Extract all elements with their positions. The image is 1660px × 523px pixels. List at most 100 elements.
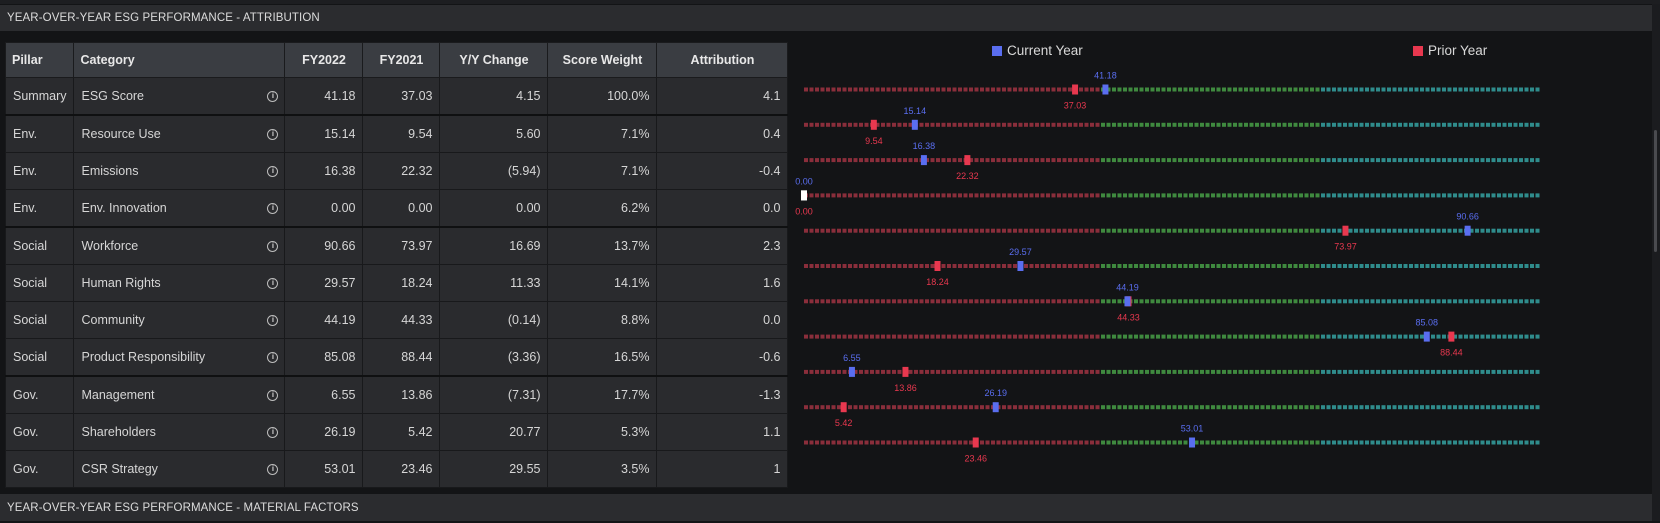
track-segment [1271,122,1276,127]
table-row[interactable]: Social Product Responsibility i 85.08 88.44(… [4,338,789,377]
track-segment [820,87,825,92]
track-segment [1255,299,1259,304]
table-row[interactable]: Gov. CSR Strategy i 53.01 23.46 29.55 3.5% 1 [4,450,789,488]
prior-year-marker[interactable] [870,119,877,130]
track-segment [1354,264,1358,268]
prior-year-marker[interactable] [1072,84,1079,95]
track-segment [1018,193,1023,198]
prior-year-marker[interactable] [1342,225,1349,236]
track-segment [1123,158,1127,163]
current-year-marker[interactable] [848,366,855,377]
track-segment [1370,334,1375,339]
current-year-marker[interactable] [1102,84,1109,95]
track-segment [1343,334,1347,339]
track-segment [1178,264,1182,268]
info-icon[interactable]: i [267,202,279,214]
attribution-section-header[interactable]: YEAR-OVER-YEAR ESG PERFORMANCE - ATTRIBU… [0,5,1652,31]
table-row[interactable]: Social Human Rights i 29.57 18.24 11.33 14.1% 1… [4,264,789,302]
track-segment [958,87,962,92]
track-segment [804,264,808,268]
table-row[interactable]: Env. Resource Use i 15.14 9.54 5.60 7.1% 0.4 [4,114,789,153]
legend-prior-year[interactable]: Prior Year [1413,43,1487,58]
track-segment [1211,334,1215,339]
track-segment [1299,369,1303,374]
prior-year-marker[interactable] [934,261,941,271]
current-year-marker[interactable] [1423,331,1430,342]
info-icon[interactable]: i [267,277,279,289]
header-fy2021[interactable]: FY2021 [362,42,441,78]
current-year-marker[interactable] [801,190,807,201]
track-segment [1392,405,1397,410]
track-segment [1348,369,1353,374]
track-segment [974,334,979,339]
prior-year-marker[interactable] [964,155,971,166]
info-icon[interactable]: i [267,426,279,438]
track-segment [1194,405,1199,410]
header-fy2022[interactable]: FY2022 [284,42,364,78]
track-segment [1491,122,1496,127]
track-segment [1403,440,1408,445]
info-icon[interactable]: i [267,351,279,363]
table-row[interactable]: Summary ESG Score i 41.18 37.03 4.15 100.0% 4.1 [4,77,789,116]
info-icon[interactable]: i [267,314,279,326]
track-segment [980,264,984,268]
table-row[interactable]: Social Workforce i 90.66 73.97 16.69 13.7% 2.3 [4,226,789,265]
info-icon[interactable]: i [267,240,279,252]
yy-change-cell: 0.00 [439,189,549,228]
header-yy-change[interactable]: Y/Y Change [439,42,549,78]
current-year-marker[interactable] [920,155,927,166]
track-segment [1354,87,1358,92]
info-icon[interactable]: i [267,90,279,102]
track-segment [952,122,957,127]
legend-current-year[interactable]: Current Year [992,43,1083,58]
header-score-weight[interactable]: Score Weight [547,42,658,78]
track-segment [1227,334,1232,339]
track-segment [1299,228,1303,233]
scrollbar-thumb[interactable] [1654,130,1657,252]
prior-year-marker[interactable] [1448,331,1455,342]
track-segment [996,440,1001,445]
track-segment [1200,334,1204,339]
track-segment [1486,264,1490,268]
header-category[interactable]: Category [73,42,286,78]
track-segment [1271,158,1276,163]
vertical-scrollbar[interactable] [1652,4,1660,521]
current-year-marker[interactable] [992,402,999,413]
info-icon[interactable]: i [267,463,279,475]
track-segment [908,369,913,374]
info-icon[interactable]: i [267,165,279,177]
current-year-marker[interactable] [1017,261,1024,271]
track-segment [914,334,918,339]
table-row[interactable]: Env. Env. Innovation i 0.00 0.00 0.00 6.2% 0.0 [4,189,789,228]
track-segment [1530,228,1534,233]
track-segment [1315,228,1320,233]
prior-year-marker[interactable] [902,366,909,377]
info-icon[interactable]: i [267,128,279,140]
table-row[interactable]: Env. Emissions i 16.38 22.32 (5.94) 7.1% -0.4 [4,152,789,190]
info-icon[interactable]: i [267,389,279,401]
track-segment [870,299,874,304]
current-year-marker[interactable] [911,119,918,130]
prior-year-marker[interactable] [972,437,979,448]
material-factors-section-header[interactable]: YEAR-OVER-YEAR ESG PERFORMANCE - MATERIA… [0,494,1652,521]
track-segment [1090,369,1094,374]
track-segment [941,228,946,233]
track-segment [1398,405,1402,410]
current-year-marker[interactable] [1124,296,1131,307]
track-segment [1046,264,1050,268]
track-segment [881,158,885,163]
track-segment [1222,122,1226,127]
track-segment [1376,405,1380,410]
track-segment [963,334,968,339]
table-row[interactable]: Social Community i 44.19 44.33 (0.14) 8.8% 0.0 [4,301,789,339]
current-year-marker[interactable] [1189,437,1196,448]
current-year-label: 85.08 [1416,318,1439,328]
prior-year-marker[interactable] [840,402,847,413]
track-segment [1134,158,1138,163]
table-row[interactable]: Gov. Management i 6.55 13.86 (7.31) 17.7% -1.3 [4,375,789,414]
current-year-marker[interactable] [1464,225,1471,236]
track-segment [1216,299,1221,304]
header-attribution[interactable]: Attribution [656,42,789,78]
header-pillar[interactable]: Pillar [4,42,75,78]
track-segment [1502,299,1507,304]
